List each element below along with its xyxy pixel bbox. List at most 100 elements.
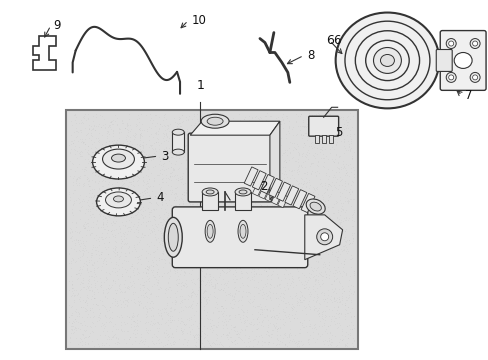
Point [163,301,171,306]
Point [333,128,341,134]
Point [283,282,291,288]
Point [328,204,336,210]
Point [250,118,258,124]
Point [288,132,296,138]
Point [333,304,341,310]
Point [159,161,167,167]
Point [112,156,120,161]
Point [334,296,342,302]
Ellipse shape [335,13,438,108]
Point [264,288,272,294]
Point [231,144,239,150]
Point [254,208,262,214]
Point [75,162,83,167]
Point [196,227,203,233]
Point [140,341,148,347]
Point [237,261,244,267]
Point [143,300,151,305]
Point [174,230,182,236]
Point [116,229,123,235]
Point [74,237,81,243]
Point [242,253,249,259]
Point [236,124,244,130]
Point [234,253,242,259]
Point [293,341,301,347]
Point [200,330,208,336]
Point [81,166,88,172]
Point [107,231,115,237]
Point [135,270,143,276]
Point [312,267,320,273]
Point [72,248,80,253]
Point [135,302,143,308]
Point [312,194,320,200]
Point [346,256,354,262]
Point [289,315,297,320]
Point [223,332,230,337]
Point [318,236,326,242]
Point [193,249,201,255]
Point [262,328,270,333]
Point [223,269,231,275]
Point [103,195,111,201]
Point [169,173,177,179]
Point [266,137,274,143]
Point [336,133,344,139]
Point [296,113,304,119]
Point [319,220,326,225]
Point [147,298,155,304]
Point [248,247,256,253]
Point [160,114,167,120]
Point [322,274,329,280]
Point [342,195,350,201]
Point [135,126,143,131]
Point [294,113,302,119]
Point [219,255,227,260]
Point [285,330,293,336]
Point [218,144,226,150]
Point [271,189,279,194]
Point [335,314,343,320]
Point [294,214,302,220]
Point [223,325,231,331]
Point [322,208,329,214]
Point [227,141,235,147]
Point [206,152,214,158]
Point [248,156,256,162]
Point [122,277,129,283]
Point [221,297,229,302]
Point [200,239,208,244]
Point [88,305,96,310]
Point [112,291,120,296]
Point [172,326,180,332]
Point [136,285,144,291]
Point [263,134,270,140]
Polygon shape [190,121,279,135]
Point [243,238,250,244]
Point [124,297,132,302]
Point [123,267,131,273]
Point [157,310,165,316]
Point [230,312,238,318]
Point [311,217,319,223]
Point [108,265,116,270]
Point [256,243,264,249]
Point [273,135,281,141]
Point [94,302,102,308]
Point [276,260,284,265]
Point [238,137,245,143]
Point [197,282,205,287]
Point [305,118,313,123]
Point [167,169,175,175]
Point [313,273,321,279]
Point [324,262,332,268]
Point [158,226,166,232]
Point [165,128,173,134]
Point [201,147,208,152]
Point [204,231,212,237]
Point [194,320,202,326]
Point [240,163,248,168]
Point [331,343,339,349]
Point [321,182,328,188]
Point [188,131,196,136]
